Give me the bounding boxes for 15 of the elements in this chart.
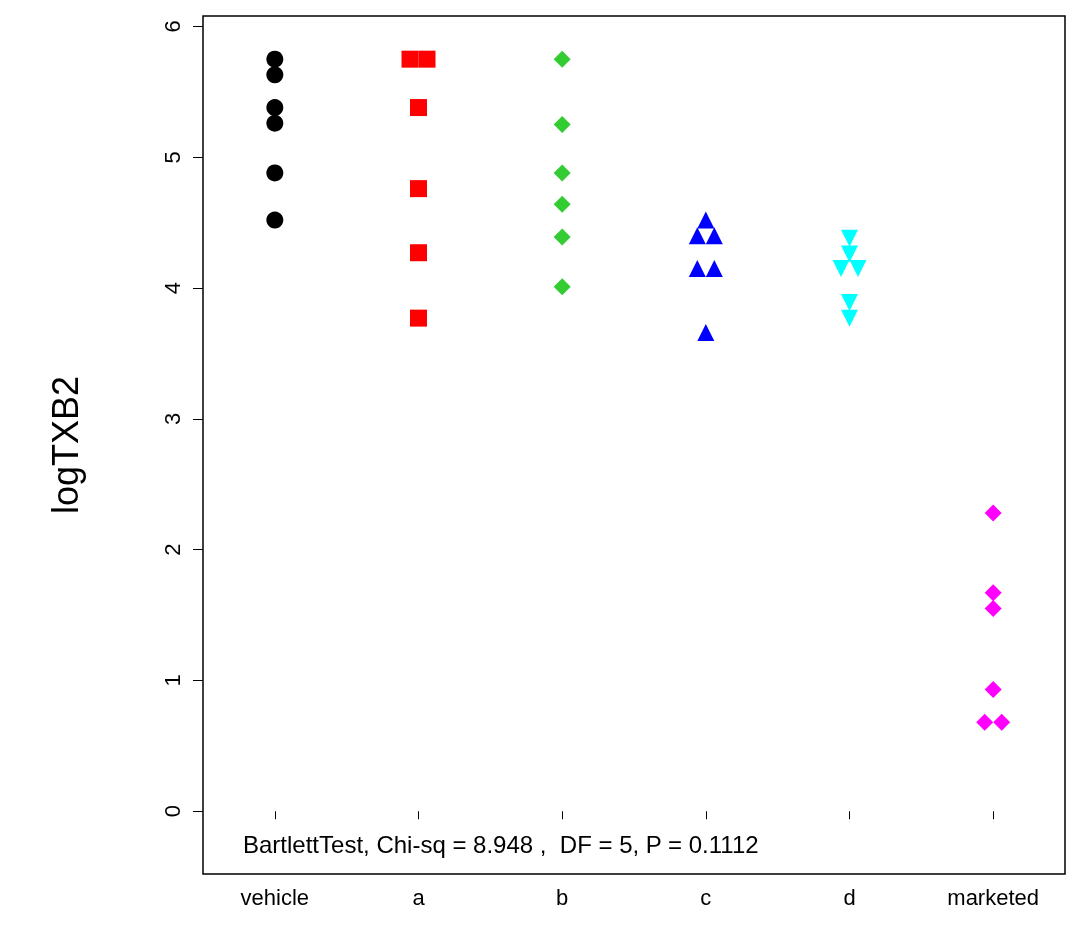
y-axis-title: logTXB2 <box>44 375 86 515</box>
x-tick-label: vehicle <box>240 884 310 910</box>
x-tick-label: marketed <box>947 884 1040 910</box>
y-tick-label: 0 <box>159 805 185 818</box>
y-tick-label: 4 <box>159 281 185 295</box>
x-tick-label: c <box>700 884 712 910</box>
x-tick-label: b <box>556 884 569 910</box>
x-tick-label: d <box>843 884 856 910</box>
y-tick-label: 6 <box>159 20 185 33</box>
y-tick-label: 1 <box>159 674 185 687</box>
x-tick-label: a <box>412 884 426 910</box>
y-tick-label: 5 <box>159 151 185 164</box>
y-tick-label: 2 <box>159 543 185 556</box>
y-tick-label: 3 <box>159 412 185 425</box>
annotation: BartlettTest, Chi-sq = 8.948 , DF = 5, P = 0.1112 <box>243 830 759 858</box>
